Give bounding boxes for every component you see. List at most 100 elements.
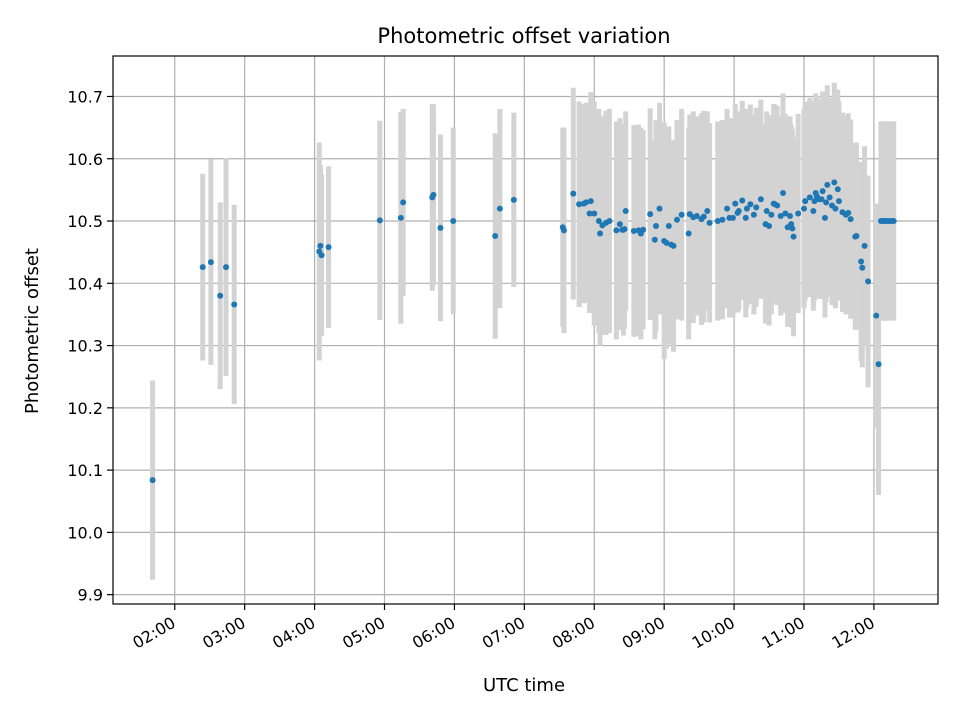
data-point: [400, 199, 407, 206]
data-point: [670, 242, 677, 249]
data-point: [835, 198, 842, 205]
y-tick-label: 10.4: [67, 274, 103, 293]
data-point: [496, 205, 503, 212]
data-point: [847, 216, 854, 223]
data-point: [560, 227, 567, 234]
data-point: [810, 208, 817, 215]
data-point: [831, 179, 838, 186]
data-point: [700, 213, 707, 220]
data-point: [890, 218, 897, 225]
data-point: [832, 205, 839, 212]
data-point: [492, 232, 499, 239]
data-point: [821, 214, 828, 221]
data-point: [621, 226, 628, 233]
data-point: [766, 223, 773, 230]
data-point: [199, 264, 206, 271]
data-point: [510, 196, 517, 203]
data-point: [743, 205, 750, 212]
y-tick-label: 10.3: [67, 337, 103, 356]
data-point: [819, 188, 826, 195]
data-point: [622, 208, 629, 215]
data-point: [437, 224, 444, 231]
data-point: [777, 213, 784, 220]
data-point: [719, 216, 726, 223]
data-point: [570, 190, 577, 197]
data-point: [747, 201, 754, 208]
data-point: [739, 197, 746, 204]
data-point: [606, 218, 613, 225]
data-point: [780, 190, 787, 196]
y-tick-label: 10.0: [67, 523, 103, 542]
data-point: [787, 213, 794, 220]
data-point: [616, 221, 623, 228]
data-point: [325, 244, 332, 251]
plot-frame: [112, 55, 939, 605]
y-axis-label: Photometric offset: [22, 248, 43, 414]
data-point: [665, 223, 672, 230]
data-point: [750, 211, 757, 218]
data-point: [873, 312, 880, 319]
x-axis-label: UTC time: [483, 675, 565, 696]
data-points: [149, 179, 897, 484]
data-point: [317, 242, 324, 249]
y-tick-label: 10.6: [67, 150, 103, 169]
data-point: [875, 361, 882, 368]
data-point: [595, 218, 602, 225]
chart-title: Photometric offset variation: [377, 24, 670, 48]
data-point: [800, 205, 807, 212]
data-point: [653, 223, 660, 230]
data-point: [861, 242, 868, 249]
data-point: [586, 210, 593, 217]
data-point: [802, 198, 809, 205]
data-point: [826, 194, 833, 201]
y-tick-label: 10.1: [67, 461, 103, 480]
data-point: [824, 181, 831, 188]
data-point: [724, 205, 731, 212]
y-tick-label: 10.7: [67, 87, 103, 106]
y-tick-label: 10.5: [67, 212, 103, 231]
data-point: [397, 214, 404, 221]
y-tick-label: 10.2: [67, 399, 103, 418]
data-point: [630, 227, 637, 234]
data-point: [706, 219, 713, 226]
data-point: [678, 211, 685, 218]
data-point: [231, 301, 238, 308]
data-point: [818, 196, 825, 203]
data-point: [613, 227, 620, 234]
data-point: [685, 230, 692, 237]
data-point: [223, 264, 230, 271]
data-point: [640, 226, 647, 233]
data-point: [591, 210, 598, 217]
data-point: [450, 218, 457, 225]
data-point: [858, 258, 865, 265]
data-point: [149, 477, 156, 484]
data-point: [782, 210, 789, 217]
data-point: [663, 239, 670, 246]
data-point: [789, 225, 796, 232]
data-point: [742, 214, 749, 221]
data-point: [430, 191, 437, 198]
data-point: [587, 198, 594, 205]
data-point: [865, 278, 872, 285]
data-point: [376, 217, 383, 224]
data-point: [732, 200, 739, 207]
data-point: [757, 196, 764, 203]
data-point: [763, 208, 770, 215]
data-point: [735, 208, 742, 215]
data-point: [647, 211, 654, 218]
data-point: [768, 211, 775, 218]
data-point: [845, 209, 852, 216]
data-point: [656, 205, 663, 212]
data-point: [823, 199, 830, 206]
data-point: [651, 236, 658, 243]
data-point: [207, 259, 214, 266]
data-point: [811, 198, 818, 205]
data-point: [729, 214, 736, 221]
data-point: [853, 232, 860, 239]
data-point: [576, 201, 583, 208]
data-point: [806, 194, 813, 201]
data-point: [859, 264, 866, 271]
data-point: [714, 218, 721, 225]
data-point: [834, 186, 841, 193]
